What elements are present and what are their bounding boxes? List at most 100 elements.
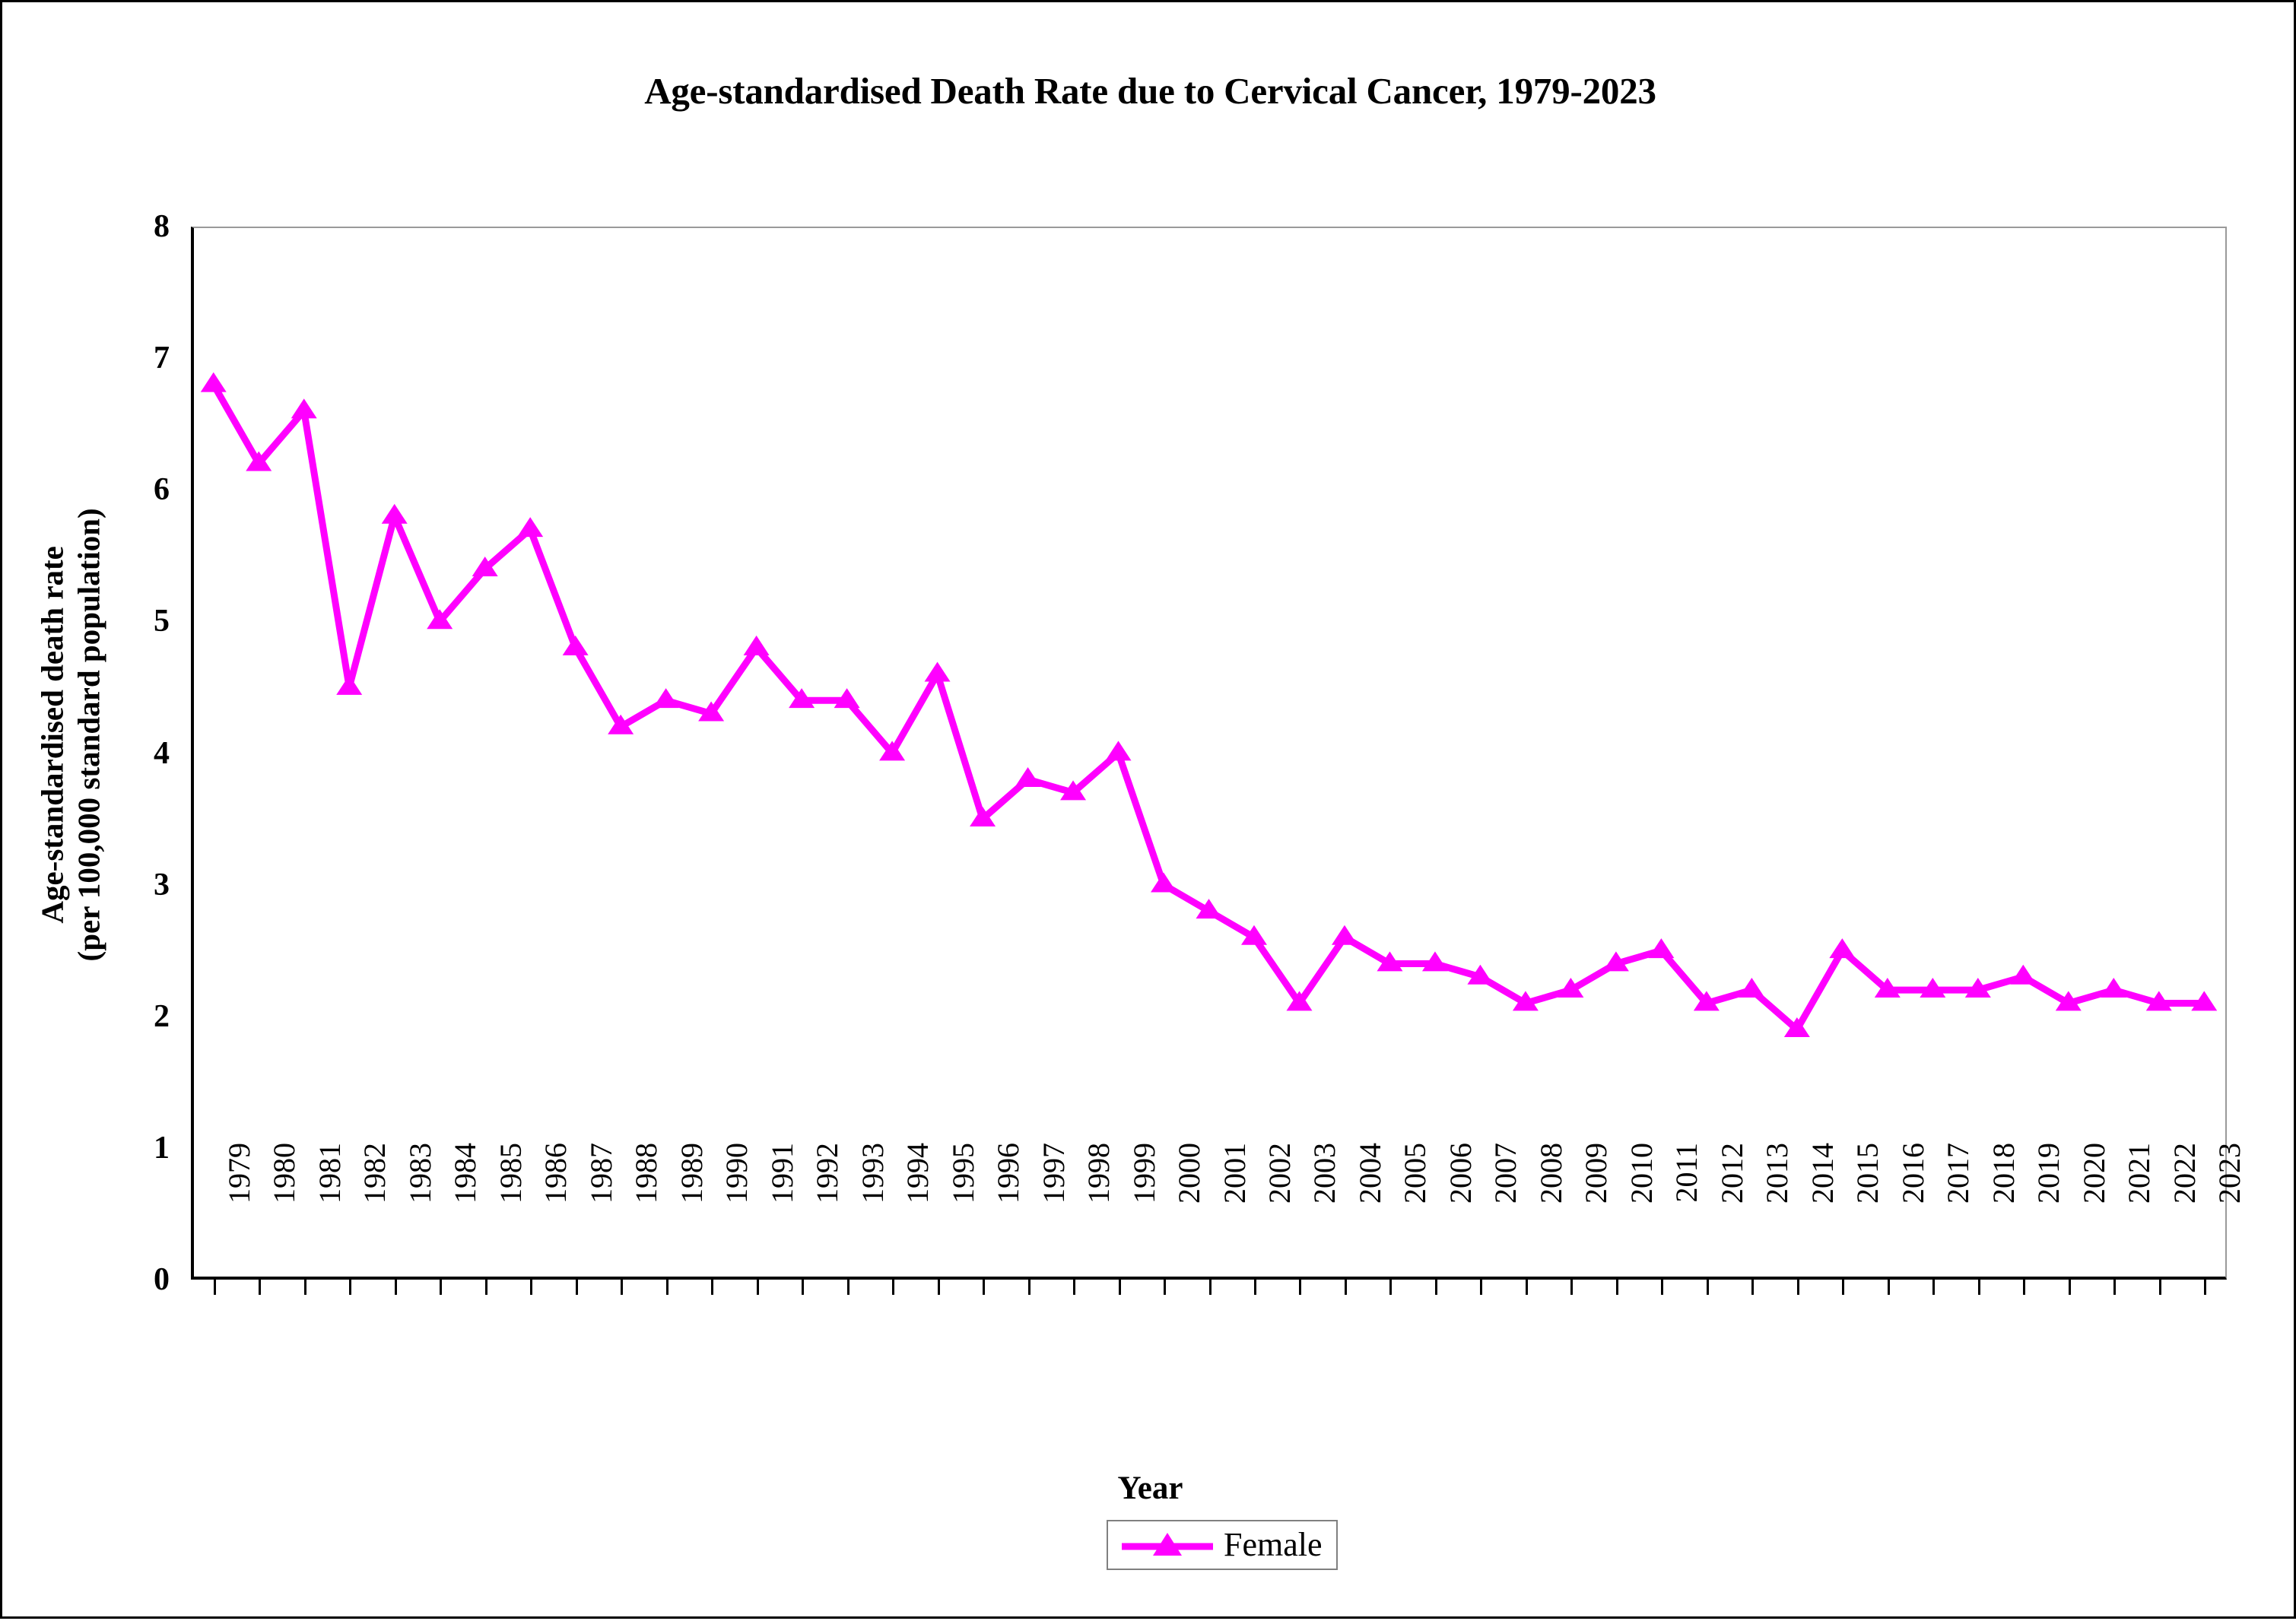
x-axis-tick-mark — [1796, 1280, 1799, 1295]
data-point-marker — [1602, 951, 1629, 972]
x-axis-tick-label: 1989 — [674, 1143, 709, 1204]
data-point-marker — [517, 517, 544, 538]
x-axis-tick-label: 2011 — [1669, 1143, 1704, 1203]
data-point-marker — [1874, 978, 1901, 998]
x-axis-tick-label: 1985 — [493, 1143, 528, 1204]
data-point-marker — [698, 701, 725, 722]
x-axis-tick-label: 2017 — [1941, 1143, 1976, 1204]
x-axis-tick-label: 2002 — [1262, 1143, 1297, 1204]
data-point-marker — [427, 609, 453, 630]
data-point-marker — [924, 661, 951, 682]
x-axis-tick-label: 2015 — [1850, 1143, 1885, 1204]
x-axis-tick-mark — [1570, 1280, 1574, 1295]
y-axis-tick-label: 2 — [154, 998, 170, 1034]
data-point-marker — [336, 674, 363, 695]
series-canvas — [200, 372, 2218, 1037]
x-axis-tick-label: 1998 — [1081, 1143, 1116, 1204]
legend-label-female: Female — [1224, 1526, 1323, 1563]
data-point-marker — [2101, 978, 2127, 998]
data-point-marker — [1331, 925, 1358, 945]
x-axis-tick-mark — [1299, 1280, 1302, 1295]
x-axis-tick-mark — [349, 1280, 352, 1295]
data-point-marker — [1060, 780, 1087, 801]
x-axis-tick-label: 2007 — [1488, 1143, 1523, 1204]
data-point-marker — [1015, 767, 1041, 787]
data-point-marker — [2145, 991, 2172, 1011]
x-axis-tick-mark — [1480, 1280, 1483, 1295]
x-axis-tick-label: 1995 — [945, 1143, 980, 1204]
data-point-marker — [1151, 872, 1177, 893]
x-axis-tick-label: 2004 — [1352, 1143, 1387, 1204]
x-axis-tick-label: 2019 — [2031, 1143, 2066, 1204]
x-axis-tick-label: 1988 — [629, 1143, 664, 1204]
data-point-marker — [1558, 978, 1584, 998]
x-axis-tick-label: 1982 — [357, 1143, 392, 1204]
x-axis-tick-label: 1980 — [267, 1143, 302, 1204]
x-axis-tick-mark — [756, 1280, 759, 1295]
x-axis-tick-mark — [1706, 1280, 1709, 1295]
x-axis-tick-mark — [665, 1280, 668, 1295]
x-axis-tick-mark — [1027, 1280, 1031, 1295]
data-point-marker — [1920, 978, 1946, 998]
x-axis-tick-label: 2010 — [1624, 1143, 1659, 1204]
data-point-marker — [1739, 978, 1765, 998]
data-point-marker — [1105, 741, 1132, 761]
data-point-marker — [834, 688, 860, 709]
x-axis-tick-label: 2021 — [2122, 1143, 2157, 1204]
x-axis-tick-mark — [1164, 1280, 1166, 1295]
x-axis-tick-mark — [1525, 1280, 1528, 1295]
x-axis-tick-mark — [1751, 1280, 1755, 1295]
x-axis-tick-label: 1991 — [764, 1143, 799, 1204]
x-axis-tick-label: 2005 — [1398, 1143, 1433, 1204]
data-point-marker — [1377, 951, 1403, 972]
x-axis-tick-mark — [259, 1280, 262, 1295]
data-point-marker — [1286, 991, 1313, 1011]
x-axis-tick-mark — [1434, 1280, 1437, 1295]
y-axis-tick-label: 7 — [154, 341, 170, 376]
y-axis-tick-label: 6 — [154, 472, 170, 508]
data-point-marker — [2010, 964, 2037, 985]
x-axis-tick-label: 1994 — [900, 1143, 935, 1204]
x-axis-tick-label: 1986 — [538, 1143, 573, 1204]
data-point-marker — [562, 635, 589, 655]
x-axis-tick-label: 2006 — [1443, 1143, 1478, 1204]
data-point-marker — [1648, 938, 1675, 959]
y-axis-tick-label: 3 — [154, 867, 170, 902]
data-point-marker — [472, 557, 498, 576]
page-title: Age-standardised Death Rate due to Cervi… — [644, 70, 1656, 112]
y-axis-title-line-1: Age-standardised death rate — [34, 546, 70, 924]
x-axis-tick-mark — [530, 1280, 533, 1295]
x-axis-tick-label: 2000 — [1172, 1143, 1206, 1204]
y-axis-tick-label: 8 — [154, 209, 170, 244]
legend: Female — [1107, 1520, 1338, 1570]
y-axis-tick-label: 1 — [154, 1130, 170, 1166]
x-axis-tick-mark — [440, 1280, 443, 1295]
x-axis-tick-mark — [303, 1280, 306, 1295]
x-axis-tick-label: 2003 — [1307, 1143, 1342, 1204]
x-axis-tick-mark — [575, 1280, 578, 1295]
data-point-marker — [1693, 991, 1720, 1011]
x-axis-tick-label: 1987 — [583, 1143, 618, 1204]
y-axis-tick-label: 5 — [154, 604, 170, 639]
x-axis-tick-mark — [1842, 1280, 1845, 1295]
x-axis-tick-mark — [484, 1280, 487, 1295]
x-axis-tick-mark — [1344, 1280, 1347, 1295]
x-axis-tick-mark — [213, 1280, 216, 1295]
x-axis-tick-label: 1992 — [810, 1143, 845, 1204]
x-axis-tick-label: 1984 — [448, 1143, 483, 1204]
x-axis-tick-mark — [1253, 1280, 1256, 1295]
x-axis-tick-mark — [1661, 1280, 1664, 1295]
x-axis-tick-mark — [2023, 1280, 2026, 1295]
x-axis-title: Year — [1117, 1470, 1183, 1506]
x-axis-tick-label: 2014 — [1805, 1143, 1840, 1204]
x-axis-tick-label: 1996 — [991, 1143, 1026, 1204]
data-point-marker — [1467, 964, 1494, 985]
x-axis-tick-mark — [1977, 1280, 1980, 1295]
x-axis-tick-mark — [2158, 1280, 2161, 1295]
x-axis-tick-mark — [1615, 1280, 1618, 1295]
x-axis-tick-mark — [2204, 1280, 2207, 1295]
y-axis-tick-labels: 8 7 6 5 4 3 2 1 0 — [86, 2, 170, 1621]
data-point-marker — [1829, 938, 1856, 959]
data-point-marker — [608, 714, 634, 734]
x-axis-tick-label: 2023 — [2212, 1143, 2247, 1204]
